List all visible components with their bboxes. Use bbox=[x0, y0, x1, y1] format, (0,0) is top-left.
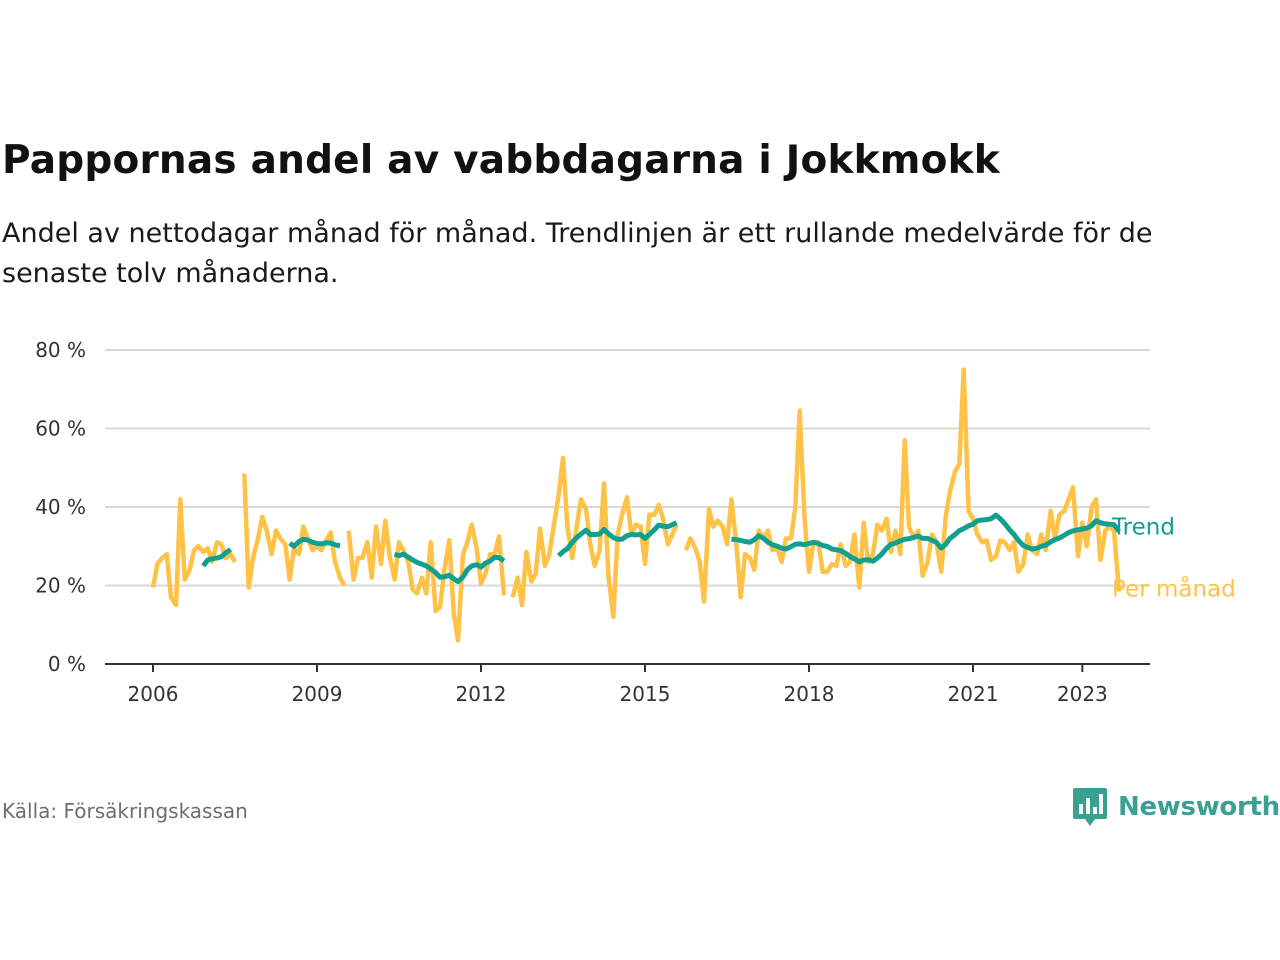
x-tick-label: 2015 bbox=[620, 682, 671, 706]
trend-line bbox=[556, 520, 678, 558]
line-chart: 0 % 20 % 40 % 60 % 80 % 2006 2009 2012 2015 2018… bbox=[35, 338, 1236, 706]
x-tick-label: 2021 bbox=[948, 682, 999, 706]
series-lines bbox=[150, 367, 1122, 643]
legend-trend: Trend bbox=[1111, 514, 1175, 540]
trend-line bbox=[731, 512, 1121, 565]
per-manad-line bbox=[346, 518, 507, 643]
y-tick-label: 60 % bbox=[35, 417, 86, 441]
chart-title: Pappornas andel av vabbdagarna i Jokkmok… bbox=[2, 138, 1000, 183]
grid-lines bbox=[105, 349, 1150, 587]
x-tick-label: 2023 bbox=[1057, 682, 1108, 706]
trend-line bbox=[393, 551, 506, 585]
legend-per-manad: Per månad bbox=[1112, 574, 1236, 602]
per-manad-line bbox=[242, 473, 347, 590]
y-axis-ticks: 0 % 20 % 40 % 60 % 80 % bbox=[35, 338, 86, 676]
newsworthy-logo-icon bbox=[1073, 788, 1107, 826]
newsworthy-logo-text: Newsworthy bbox=[1118, 792, 1280, 822]
per-manad-line bbox=[510, 455, 679, 620]
y-tick-label: 0 % bbox=[48, 652, 86, 676]
x-tick-label: 2018 bbox=[784, 682, 835, 706]
x-tick-label: 2009 bbox=[292, 682, 343, 706]
per-manad-line bbox=[683, 367, 1122, 604]
source-note: Källa: Försäkringskassan bbox=[2, 799, 248, 823]
trend-line bbox=[288, 536, 341, 549]
newsworthy-logo: Newsworthy bbox=[1072, 785, 1280, 829]
y-tick-label: 80 % bbox=[35, 338, 86, 362]
per-manad-line bbox=[150, 496, 237, 608]
x-tick-label: 2006 bbox=[128, 682, 179, 706]
x-axis-ticks: 2006 2009 2012 2015 2018 2021 2023 bbox=[128, 664, 1108, 706]
x-tick-label: 2012 bbox=[456, 682, 507, 706]
y-tick-label: 20 % bbox=[35, 574, 86, 598]
trend-line bbox=[201, 547, 233, 568]
y-tick-label: 40 % bbox=[35, 495, 86, 519]
chart-subtitle: Andel av nettodagar månad för månad. Tre… bbox=[2, 218, 1153, 289]
